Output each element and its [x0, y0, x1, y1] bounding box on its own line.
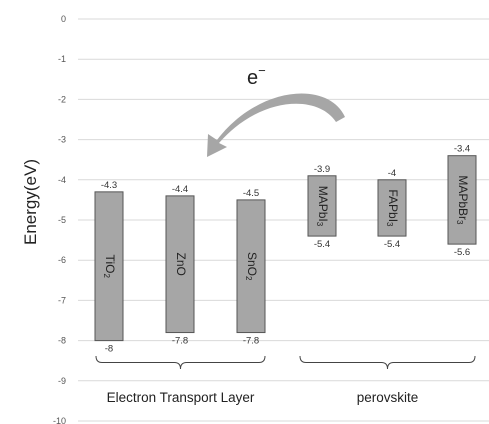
bar-MAPbI3 — [307, 175, 337, 237]
bar-label-MAPbBr3: MAPbBr3 — [455, 175, 470, 225]
y-tick-label: -2 — [58, 94, 66, 104]
bottom-value-label: -8 — [105, 344, 113, 355]
top-value-label: -4.5 — [243, 188, 259, 199]
bar-label-FAPbI3: FAPbI3 — [385, 189, 400, 227]
group-label: perovskite — [357, 390, 419, 405]
top-value-label: -4 — [388, 168, 396, 179]
bar-SnO2 — [236, 199, 266, 334]
y-tick-label: -8 — [58, 336, 66, 346]
top-value-label: -3.9 — [314, 164, 330, 175]
bar-label-MAPbI3: MAPbI3 — [315, 186, 330, 227]
group-brace — [95, 355, 266, 370]
bottom-value-label: -5.4 — [314, 239, 330, 250]
y-tick-label: -3 — [58, 135, 66, 145]
y-tick-label: -4 — [58, 175, 66, 185]
bottom-value-label: -5.4 — [384, 239, 400, 250]
y-tick-label: 0 — [61, 14, 66, 24]
bottom-value-label: -7.8 — [243, 336, 259, 347]
y-tick-labels: 0 -1 -2 -3 -4 -5 -6 -7 -8 -9 -10 — [53, 14, 66, 424]
y-tick-label: -7 — [58, 295, 66, 305]
top-value-label: -4.4 — [172, 184, 188, 195]
bar-ZnO — [165, 195, 195, 334]
y-tick-label: -6 — [58, 255, 66, 265]
electron-label: e− — [247, 63, 266, 89]
bar-MAPbBr3 — [447, 155, 477, 245]
bottom-value-label: -7.8 — [172, 336, 188, 347]
y-tick-label: -5 — [58, 215, 66, 225]
top-value-label: -4.3 — [101, 180, 117, 191]
group-brackets: Electron Transport Layer perovskite — [95, 355, 476, 405]
bottom-value-label: -5.6 — [454, 247, 470, 258]
value-labels: -4.3 -8 -4.4 -7.8 -4.5 -7.8 -3.9 -5.4 -4 -5.4 -3.4… — [101, 144, 470, 355]
y-tick-label: -9 — [58, 376, 66, 386]
electron-transfer-annotation: e− — [207, 63, 345, 157]
bar-label-TiO2: TiO2 — [102, 255, 117, 279]
bar-TiO2 — [94, 191, 124, 342]
y-tick-label: -1 — [58, 54, 66, 64]
energy-bars: TiO2 ZnO SnO2 MAPbI3 FAPbI3 MAPbBr3 — [94, 155, 477, 342]
curved-arrow-icon — [207, 93, 345, 157]
gridlines — [78, 18, 489, 422]
y-axis-label: Energy(eV) — [21, 159, 40, 245]
top-value-label: -3.4 — [454, 144, 470, 155]
bar-label-SnO2: SnO2 — [244, 252, 259, 281]
group-label: Electron Transport Layer — [107, 390, 255, 405]
bar-label-ZnO: ZnO — [174, 253, 188, 276]
group-brace — [299, 355, 476, 370]
bar-FAPbI3 — [377, 179, 407, 237]
y-tick-label: -10 — [53, 416, 66, 424]
